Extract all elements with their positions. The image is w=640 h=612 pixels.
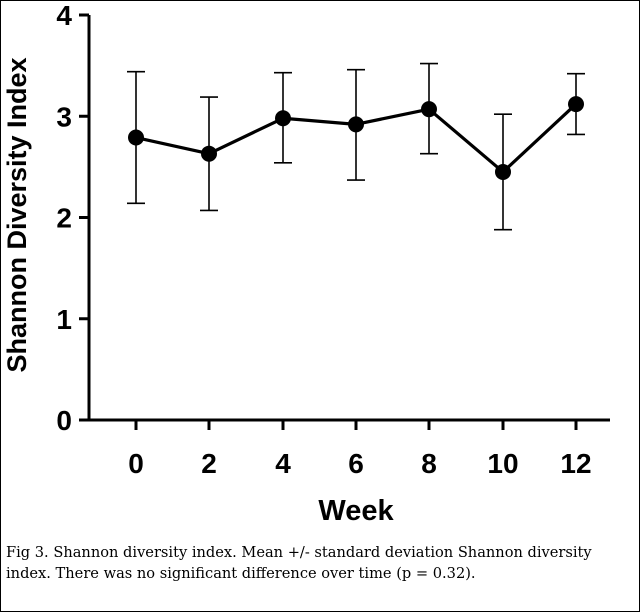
x-tick-label: 10 (487, 448, 518, 479)
x-ticks: 0 2 4 6 8 10 12 (128, 420, 592, 479)
data-point (128, 129, 144, 146)
data-point (495, 163, 511, 180)
axes (87, 15, 610, 422)
figure-caption: Fig 3. Shannon diversity index. Mean +/-… (6, 544, 592, 582)
y-tick-label: 3 (56, 101, 72, 132)
x-tick-label: 6 (348, 448, 364, 479)
data-point (275, 110, 291, 127)
data-point (421, 101, 437, 118)
x-tick-label: 2 (201, 448, 217, 479)
x-tick-label: 0 (128, 448, 144, 479)
data-points (128, 96, 584, 180)
y-tick-label: 2 (56, 203, 72, 234)
data-point (568, 96, 584, 113)
y-axis-label: Shannon Diversity Index (2, 57, 32, 372)
x-tick-label: 8 (421, 448, 437, 479)
error-bars (127, 62, 585, 231)
y-tick-label: 0 (56, 405, 72, 436)
y-tick-label: 1 (56, 304, 72, 335)
y-ticks: 0 1 2 3 4 (56, 0, 89, 436)
data-point (201, 145, 217, 162)
x-tick-label: 12 (560, 448, 591, 479)
data-point (348, 116, 364, 133)
y-tick-label: 4 (56, 0, 72, 31)
x-tick-label: 4 (275, 448, 291, 479)
x-axis-label: Week (318, 495, 394, 527)
